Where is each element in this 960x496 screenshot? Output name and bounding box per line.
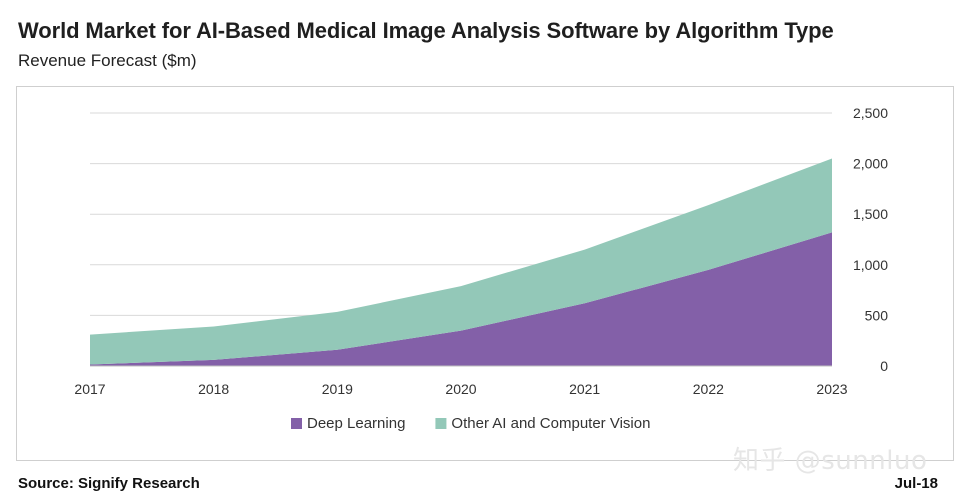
- axes: 2017 2018 2019 2020 2021 2022 2023 0 500 1,000 1,5…: [74, 105, 888, 397]
- date-note: Jul-18: [894, 475, 938, 492]
- legend-swatch: [435, 418, 447, 429]
- x-tick-label: 2021: [569, 381, 600, 397]
- y-tick-label: 1,500: [853, 206, 888, 222]
- watermark-text: 知乎 @sunnluo: [733, 446, 928, 476]
- y-tick-label: 2,000: [853, 156, 888, 172]
- legend-swatch: [291, 418, 302, 429]
- x-tick-label: 2023: [816, 381, 847, 397]
- legend-label: Other AI and Computer Vision: [451, 415, 650, 432]
- x-tick-label: 2022: [693, 381, 724, 397]
- y-tick-label: 500: [865, 307, 889, 323]
- source-note: Source: Signify Research: [18, 475, 200, 492]
- chart-title: World Market for AI-Based Medical Image …: [18, 18, 834, 43]
- area-series: [90, 158, 832, 366]
- y-tick-label: 1,000: [853, 257, 888, 273]
- y-tick-label: 2,500: [853, 105, 888, 121]
- area-deep-learning: [90, 232, 832, 366]
- chart-frame: [16, 86, 954, 461]
- chart-subtitle: Revenue Forecast ($m): [18, 51, 197, 70]
- x-tick-label: 2020: [445, 381, 476, 397]
- area-other-ai-and-computer-vision: [90, 158, 832, 365]
- x-tick-label: 2017: [74, 381, 105, 397]
- x-tick-label: 2018: [198, 381, 229, 397]
- legend-label: Deep Learning: [307, 415, 405, 432]
- y-tick-label: 0: [880, 358, 888, 374]
- x-tick-label: 2019: [322, 381, 353, 397]
- legend: Deep Learning Other AI and Computer Visio…: [291, 415, 650, 432]
